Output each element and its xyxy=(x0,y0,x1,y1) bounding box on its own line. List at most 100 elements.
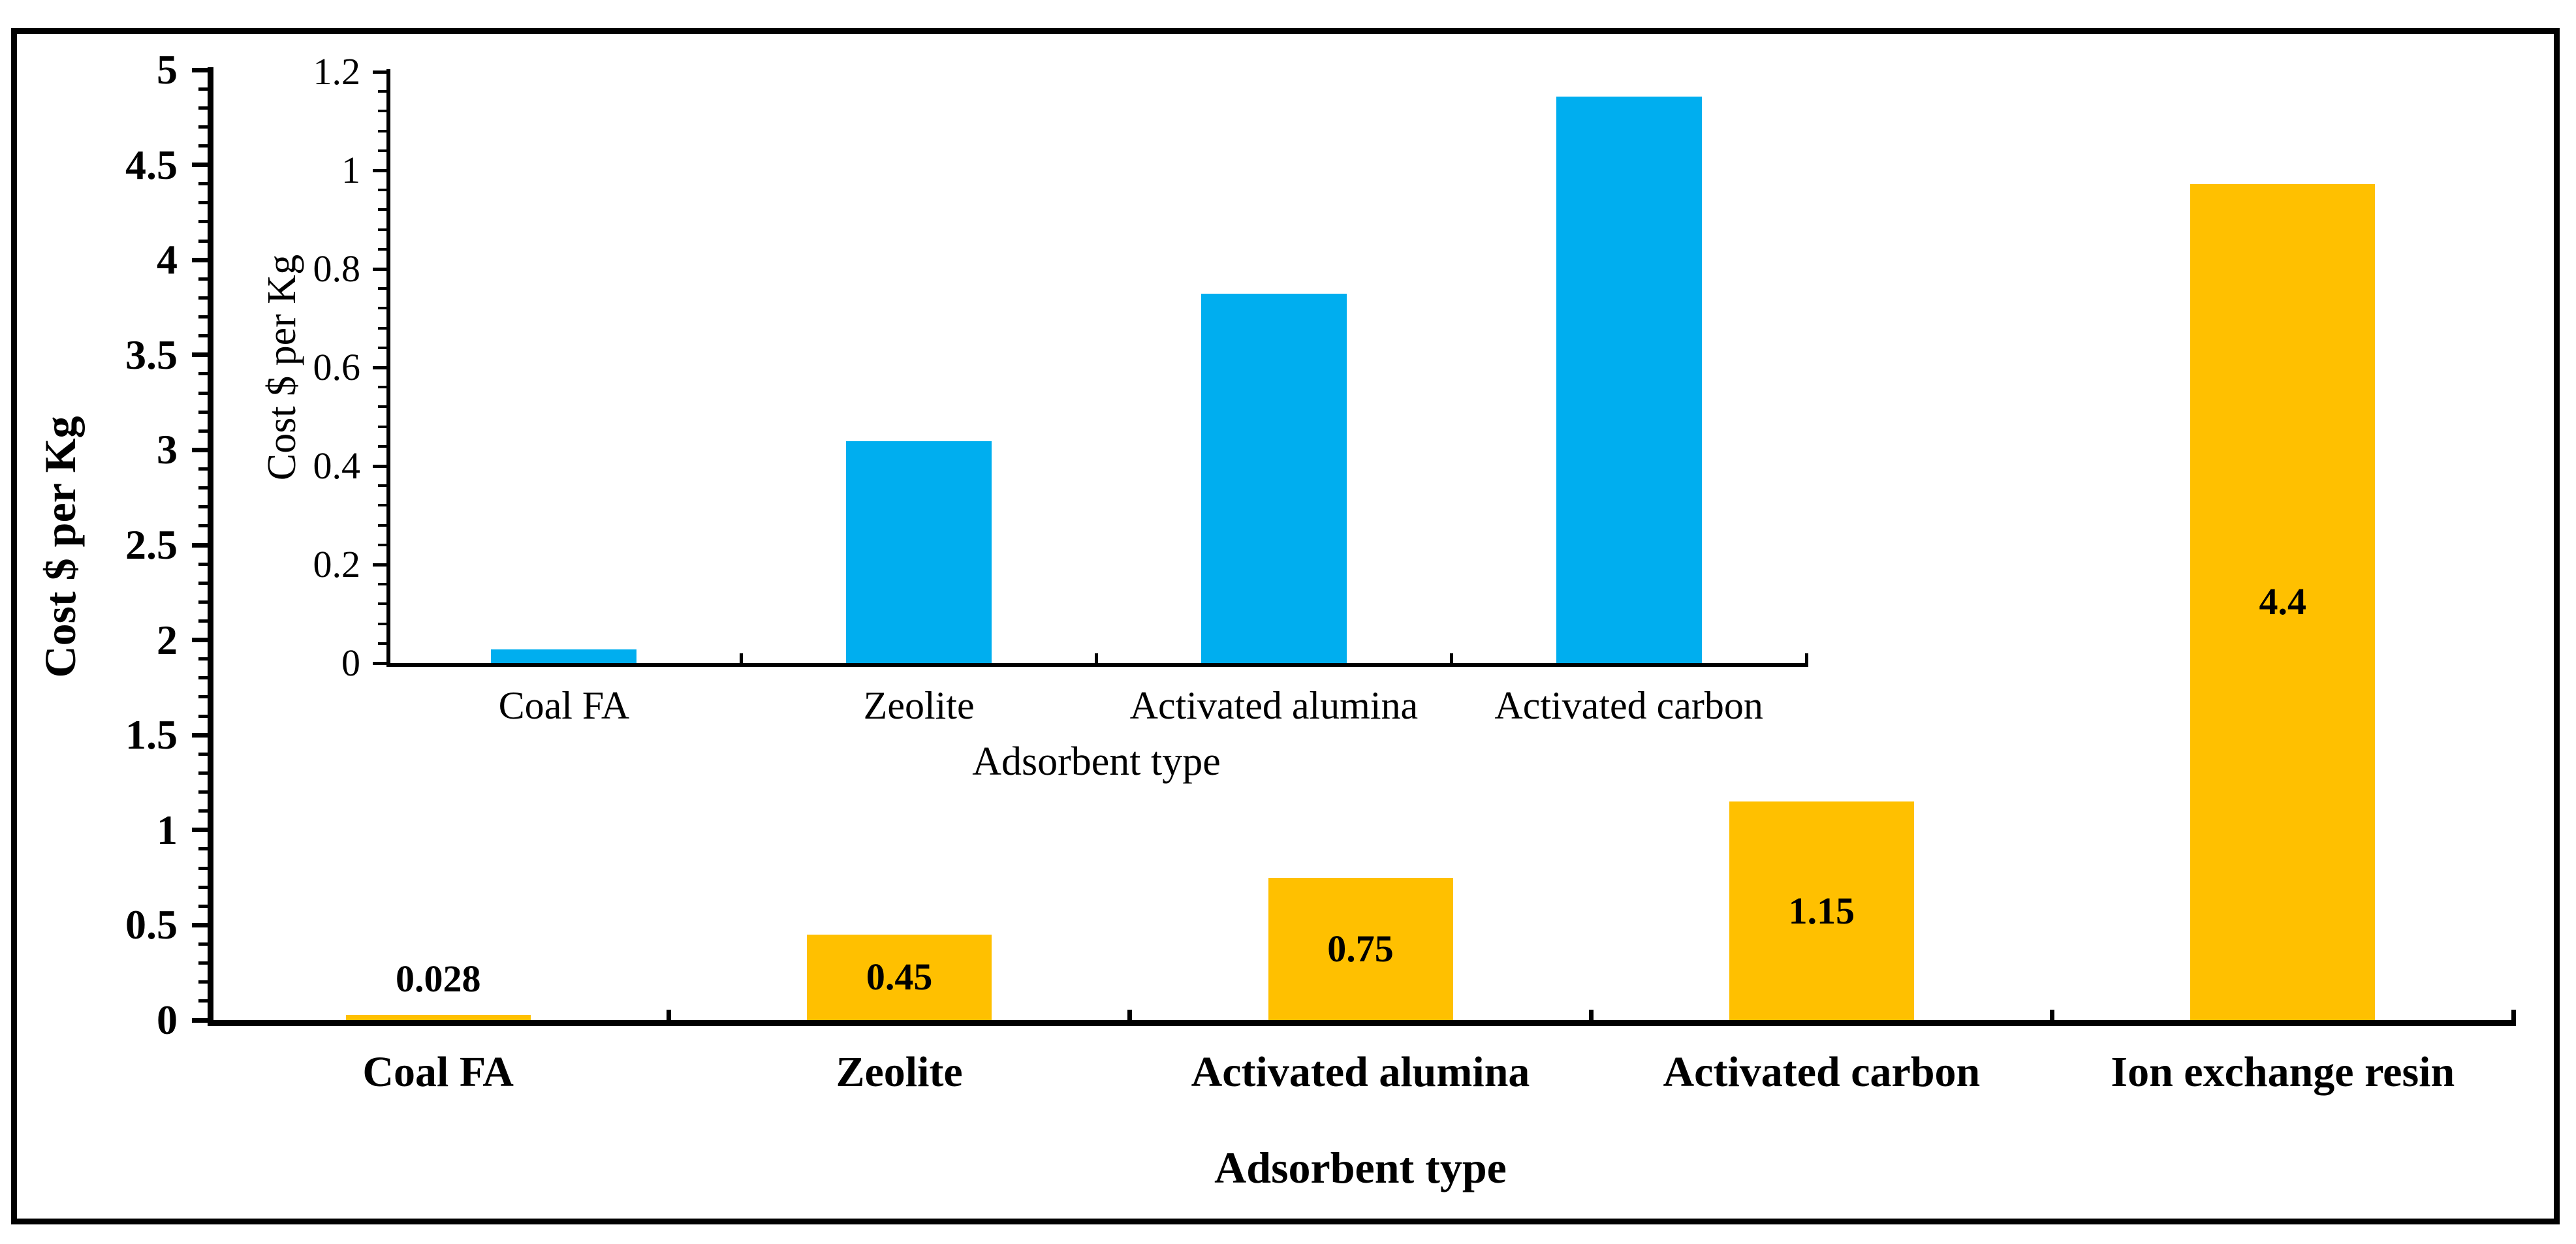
y-tick-minor xyxy=(198,144,210,148)
figure-frame xyxy=(11,28,2560,1224)
y-tick-label: 0.8 xyxy=(313,247,361,290)
bar-activated-alumina xyxy=(1201,293,1347,667)
y-tick-major xyxy=(192,352,210,358)
y-tick-minor xyxy=(198,391,210,395)
y-tick-minor xyxy=(378,484,388,488)
y-tick-minor xyxy=(198,505,210,509)
x-axis-title: Adsorbent type xyxy=(972,739,1221,784)
y-tick-minor xyxy=(198,296,210,300)
y-tick-minor xyxy=(378,405,388,409)
y-tick-minor xyxy=(198,752,210,756)
y-tick-minor xyxy=(198,334,210,338)
y-tick-label: 0.6 xyxy=(313,346,361,388)
x-tick-label-ion-exchange-resin: Ion exchange resin xyxy=(2111,1048,2455,1096)
y-tick-minor xyxy=(378,228,388,231)
x-tick-label-activated-alumina: Activated alumina xyxy=(1191,1048,1530,1096)
bar-value-label-ion-exchange-resin: 4.4 xyxy=(2259,580,2307,623)
y-tick-major xyxy=(192,257,210,262)
x-axis-line xyxy=(208,1020,2513,1026)
x-tick-label-zeolite: Zeolite xyxy=(836,1048,963,1096)
x-tick xyxy=(666,1010,671,1026)
y-tick-major xyxy=(373,168,388,172)
bar-value-label-coal-fa: 0.028 xyxy=(395,957,481,1000)
y-tick-minor xyxy=(378,583,388,586)
x-tick xyxy=(2511,1010,2516,1026)
y-tick-minor xyxy=(198,467,210,471)
y-tick-minor xyxy=(378,504,388,507)
bar-activated-alumina xyxy=(1268,877,1453,1026)
y-tick-major xyxy=(192,67,210,72)
y-tick-minor xyxy=(198,771,210,775)
y-tick-label: 4 xyxy=(157,236,178,283)
y-tick-major xyxy=(192,638,210,643)
bar-zeolite xyxy=(807,934,992,1026)
y-tick-minor xyxy=(198,486,210,490)
x-tick-label-activated-carbon: Activated carbon xyxy=(1494,684,1763,727)
x-tick xyxy=(740,653,744,667)
y-tick-minor xyxy=(378,90,388,93)
y-tick-minor xyxy=(378,287,388,290)
y-tick-minor xyxy=(198,866,210,870)
x-tick xyxy=(1449,653,1453,667)
x-tick-label-coal-fa: Coal FA xyxy=(362,1048,514,1096)
y-tick-minor xyxy=(378,346,388,349)
y-tick-minor xyxy=(378,602,388,606)
y-tick-major xyxy=(192,163,210,168)
y-tick-major xyxy=(373,267,388,271)
x-tick xyxy=(2050,1010,2055,1026)
y-tick-label: 0 xyxy=(157,997,178,1043)
y-axis-line xyxy=(208,67,213,1026)
y-tick-minor xyxy=(378,208,388,211)
y-tick-minor xyxy=(198,220,210,224)
y-tick-label: 5 xyxy=(157,46,178,93)
y-tick-minor xyxy=(198,885,210,889)
y-tick-major xyxy=(192,1018,210,1023)
y-tick-label: 0 xyxy=(341,642,360,684)
y-tick-major xyxy=(192,447,210,452)
y-tick-minor xyxy=(198,524,210,528)
y-tick-minor xyxy=(198,904,210,908)
bar-value-label-activated-carbon: 1.15 xyxy=(1788,889,1855,932)
x-tick-label-activated-alumina: Activated alumina xyxy=(1129,684,1419,727)
y-tick-minor xyxy=(198,961,210,965)
y-tick-minor xyxy=(198,429,210,433)
x-tick-label-coal-fa: Coal FA xyxy=(498,684,630,727)
y-tick-major xyxy=(192,732,210,738)
y-tick-label: 1.5 xyxy=(125,711,178,758)
y-tick-minor xyxy=(198,201,210,205)
y-tick-minor xyxy=(198,619,210,623)
y-tick-minor xyxy=(198,87,210,91)
bar-activated-carbon xyxy=(1729,801,1914,1026)
y-tick-label: 2.5 xyxy=(125,521,178,568)
y-tick-minor xyxy=(198,581,210,585)
y-tick-label: 3.5 xyxy=(125,331,178,378)
y-tick-minor xyxy=(378,386,388,389)
y-tick-minor xyxy=(198,182,210,186)
y-tick-major xyxy=(373,70,388,74)
y-tick-minor xyxy=(198,695,210,699)
y-tick-minor xyxy=(198,714,210,718)
y-tick-minor xyxy=(378,326,388,330)
y-tick-minor xyxy=(198,239,210,243)
y-tick-major xyxy=(373,464,388,468)
x-tick xyxy=(1588,1010,1594,1026)
y-tick-label: 1.2 xyxy=(313,50,361,93)
y-tick-major xyxy=(192,922,210,927)
y-tick-minor xyxy=(378,444,388,448)
y-tick-minor xyxy=(378,523,388,527)
y-tick-minor xyxy=(198,106,210,110)
y-tick-minor xyxy=(198,847,210,851)
y-tick-major xyxy=(192,828,210,833)
y-tick-minor xyxy=(198,999,210,1003)
y-tick-minor xyxy=(378,307,388,310)
y-tick-label: 2 xyxy=(157,616,178,663)
y-tick-minor xyxy=(198,942,210,946)
y-tick-major xyxy=(192,542,210,548)
bar-ion-exchange-resin xyxy=(2190,183,2376,1026)
y-tick-minor xyxy=(198,410,210,414)
y-tick-label: 1 xyxy=(157,806,178,853)
y-tick-label: 1 xyxy=(341,149,360,191)
x-tick xyxy=(1095,653,1098,667)
y-tick-minor xyxy=(378,149,388,152)
